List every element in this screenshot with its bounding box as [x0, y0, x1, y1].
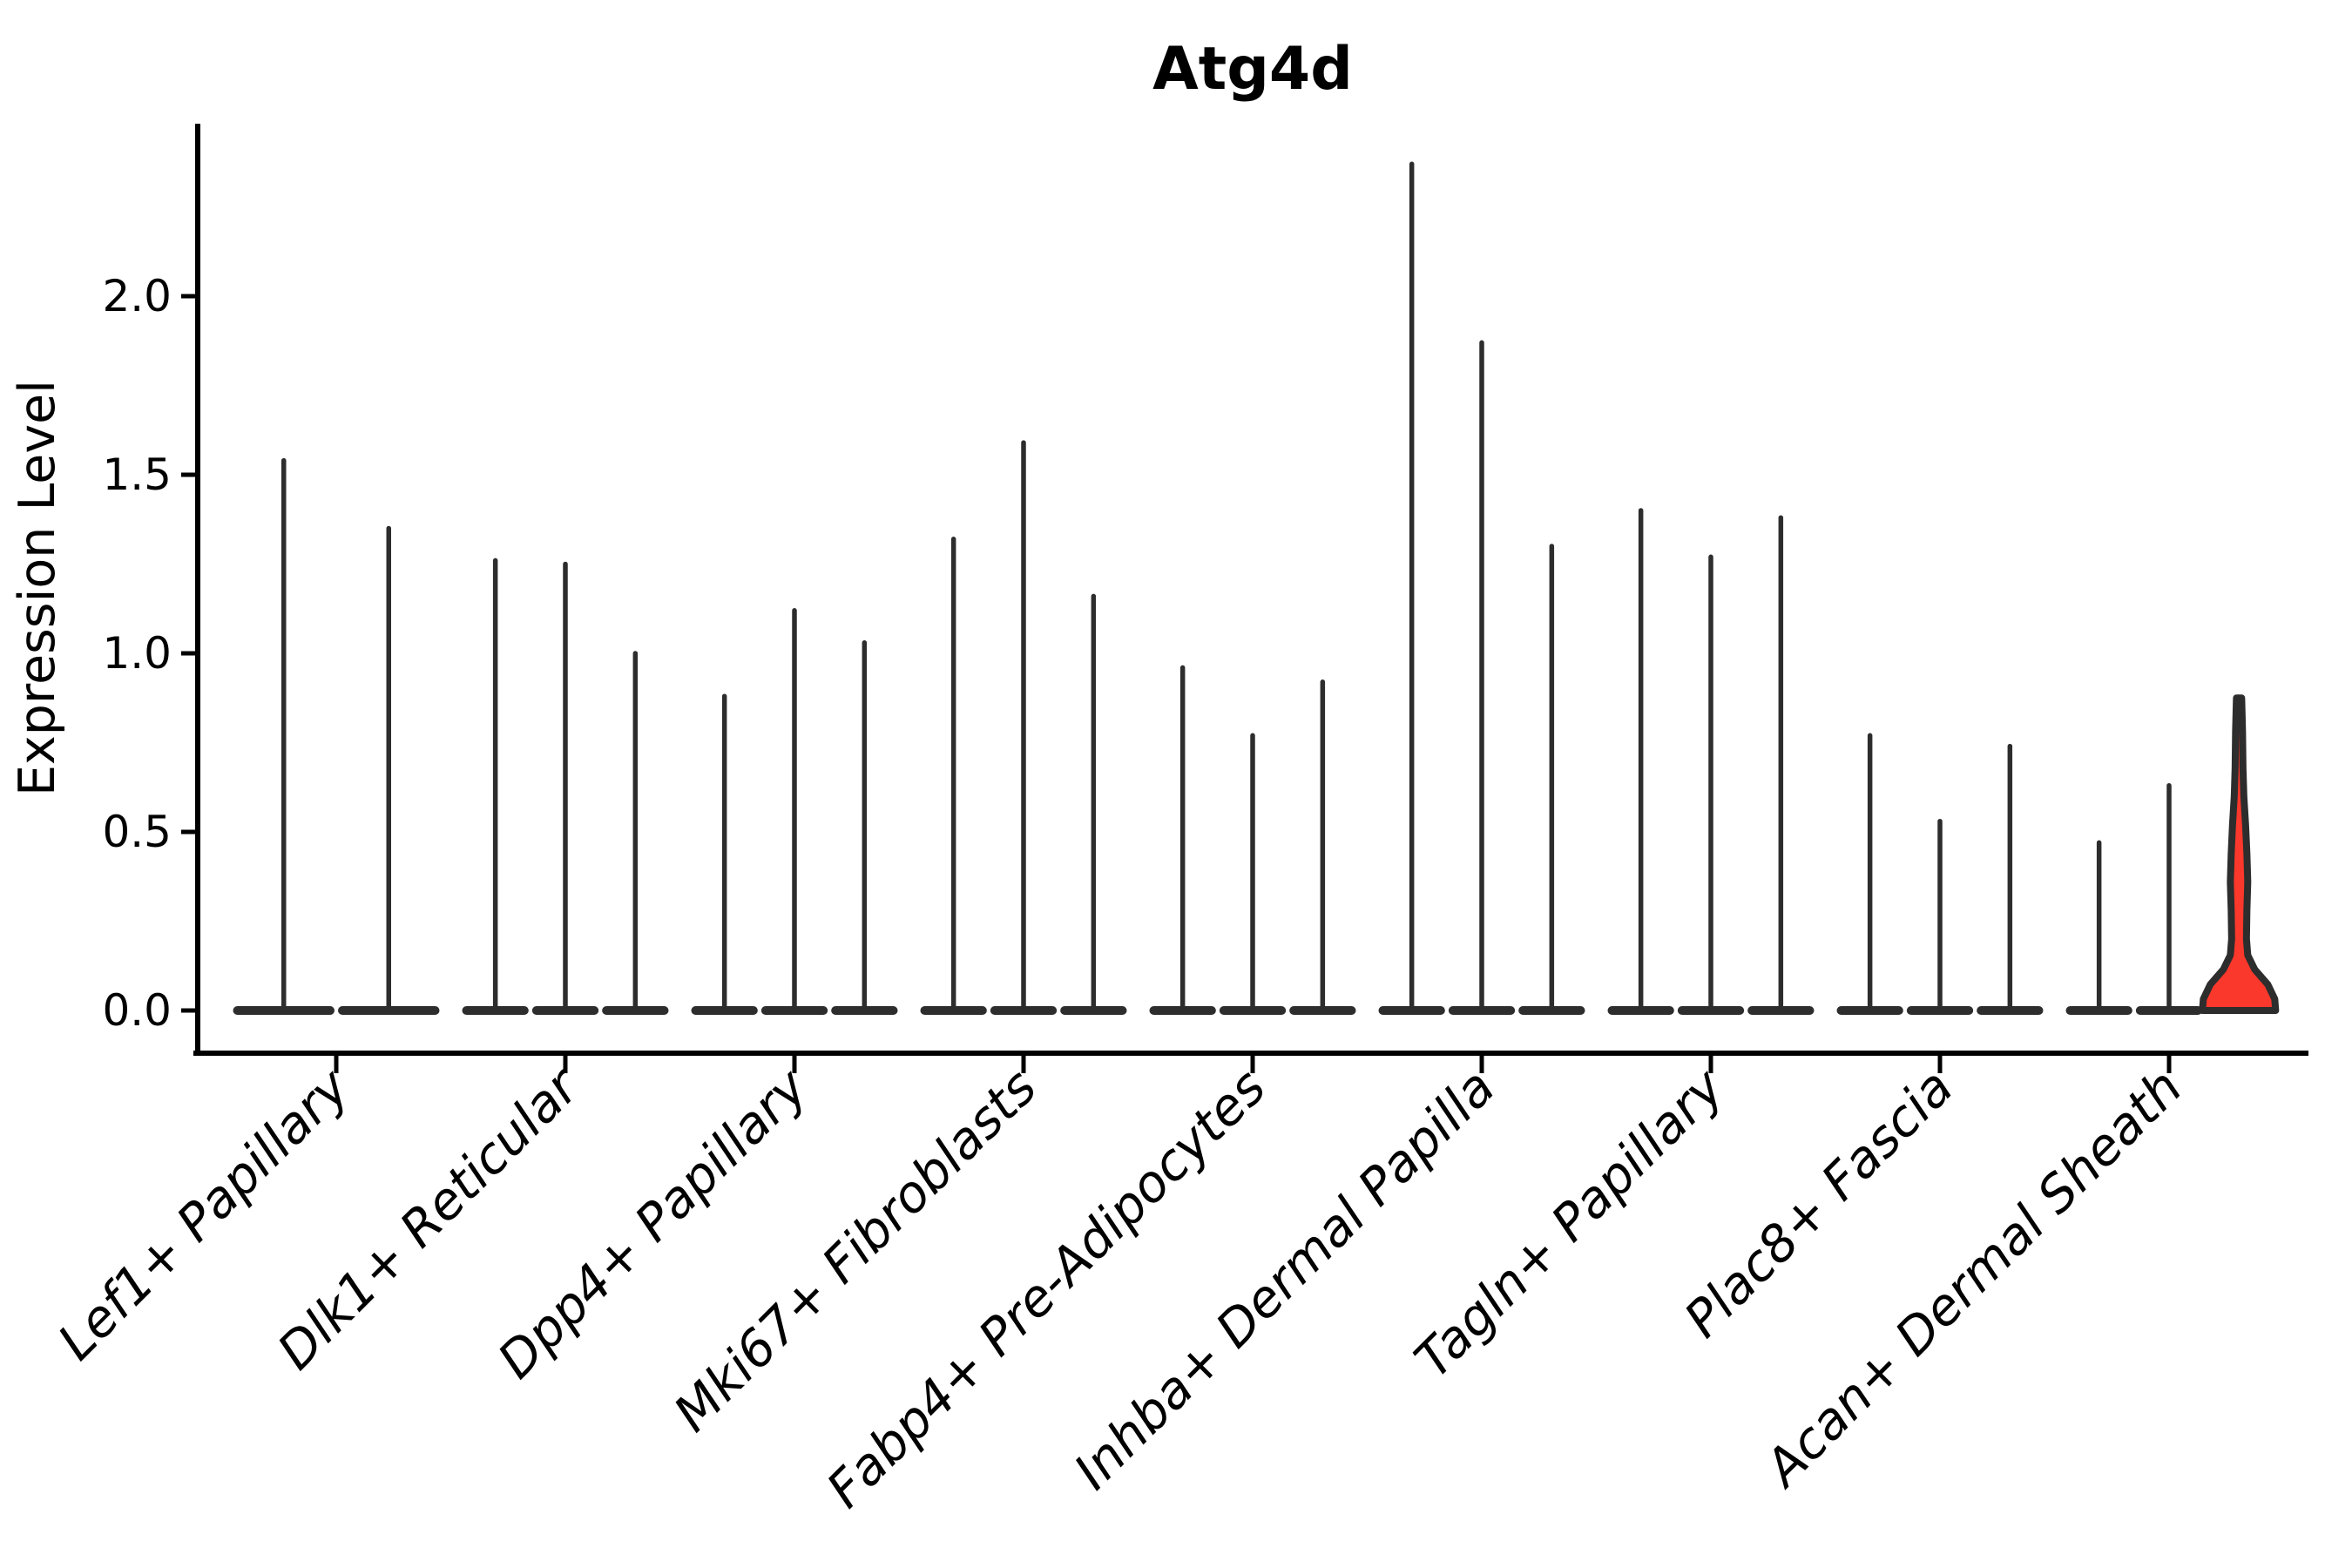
y-tick-label: 2.0	[102, 271, 172, 321]
y-tick-label: 1.0	[102, 628, 172, 679]
y-axis-label: Expression Level	[9, 380, 66, 796]
x-category-label: Inhba+ Dermal Papilla	[1063, 1058, 1506, 1501]
x-category-label: Acan+ Dermal Sheath	[1751, 1058, 2193, 1500]
axes-layer	[181, 124, 2308, 1073]
x-category-label: Fabp4+ Pre-Adipocytes	[815, 1058, 1277, 1519]
chart-title: Atg4d	[1152, 35, 1353, 104]
y-tick-label: 0.0	[102, 985, 172, 1036]
violin-layer	[233, 161, 2280, 1015]
y-tick-label: 1.5	[102, 449, 172, 500]
y-tick-label: 0.5	[102, 807, 172, 857]
highlighted-violin	[2199, 694, 2280, 1014]
